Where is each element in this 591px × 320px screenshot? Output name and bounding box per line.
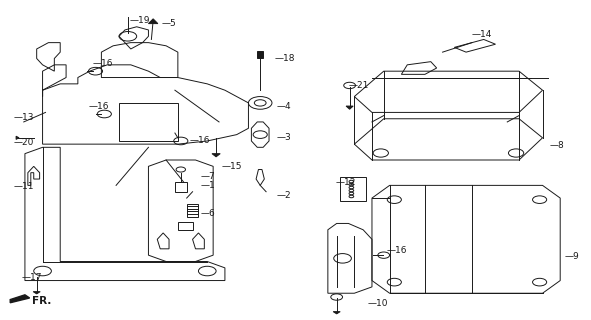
- Text: —16: —16: [89, 101, 109, 111]
- Text: —16: —16: [190, 136, 210, 146]
- Text: —8: —8: [550, 141, 564, 150]
- Text: —6: —6: [200, 209, 215, 219]
- Polygon shape: [16, 136, 19, 140]
- Text: —21: —21: [349, 81, 369, 90]
- Bar: [178, 222, 193, 230]
- Text: —20: —20: [13, 138, 34, 147]
- Text: —4: —4: [277, 101, 291, 111]
- Polygon shape: [212, 154, 220, 157]
- Polygon shape: [10, 295, 30, 303]
- Text: FR.: FR.: [32, 297, 51, 307]
- Polygon shape: [333, 312, 340, 314]
- Text: —5: —5: [161, 19, 176, 28]
- Text: —9: —9: [565, 252, 580, 261]
- Polygon shape: [148, 19, 158, 24]
- Text: —16: —16: [93, 59, 113, 68]
- Text: —10: —10: [367, 299, 388, 308]
- Text: —14: —14: [472, 30, 492, 39]
- Bar: [257, 51, 263, 59]
- Polygon shape: [33, 292, 40, 294]
- Polygon shape: [346, 106, 353, 109]
- Text: —17: —17: [22, 273, 43, 282]
- Text: —11: —11: [13, 182, 34, 191]
- Text: —18: —18: [275, 54, 296, 63]
- Bar: [340, 178, 366, 201]
- Text: —7: —7: [200, 172, 215, 181]
- Text: —12: —12: [336, 178, 356, 187]
- Text: —2: —2: [277, 191, 291, 200]
- Text: —13: —13: [13, 113, 34, 122]
- Text: —3: —3: [277, 133, 291, 142]
- Text: —15: —15: [222, 162, 242, 171]
- Text: —19: —19: [129, 16, 150, 25]
- Text: —1: —1: [200, 181, 215, 190]
- Text: —16: —16: [387, 246, 407, 255]
